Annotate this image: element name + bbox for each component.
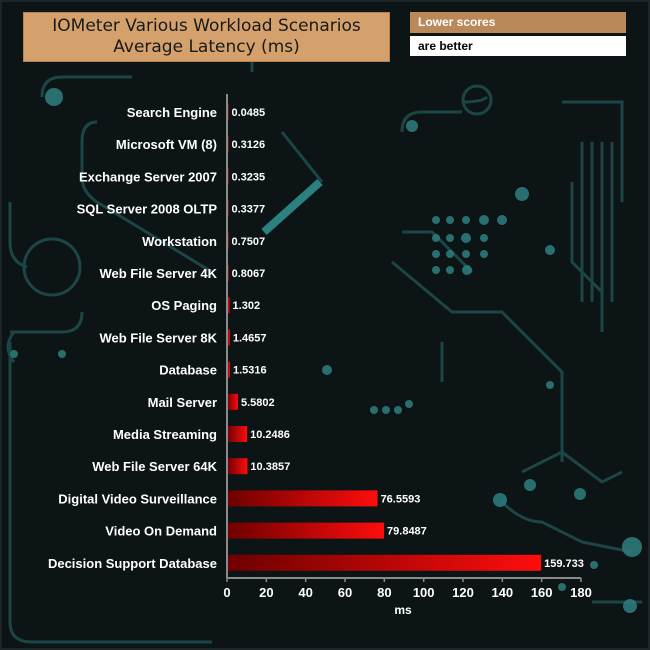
category-label: Video On Demand bbox=[105, 524, 217, 539]
category-label: Web File Server 64K bbox=[92, 459, 217, 474]
data-label: 159.733 bbox=[544, 558, 584, 570]
category-label: Database bbox=[159, 363, 217, 378]
x-tick-label: 100 bbox=[413, 585, 435, 600]
x-tick-label: 60 bbox=[338, 585, 352, 600]
data-label: 0.8067 bbox=[232, 268, 266, 280]
value-labels: 0.0485 0.3126 0.3235 0.3377 0.7507 0.8067 1.30… bbox=[232, 107, 584, 570]
x-tick-label: 80 bbox=[377, 585, 391, 600]
category-label: OS Paging bbox=[151, 298, 217, 313]
bars bbox=[227, 104, 542, 571]
chart-title: IOMeter Various Workload Scenarios Avera… bbox=[23, 12, 390, 62]
x-tick-label: 120 bbox=[452, 585, 474, 600]
category-label: Search Engine bbox=[127, 105, 217, 120]
x-tick-label: 180 bbox=[570, 585, 592, 600]
data-label: 1.4657 bbox=[233, 332, 267, 344]
chart-title-line-1: IOMeter Various Workload Scenarios bbox=[52, 16, 361, 36]
x-tick-label: 40 bbox=[298, 585, 312, 600]
category-label: SQL Server 2008 OLTP bbox=[77, 202, 218, 217]
bar bbox=[227, 522, 385, 539]
category-label: Exchange Server 2007 bbox=[79, 169, 217, 184]
category-label: Decision Support Database bbox=[48, 556, 217, 571]
bar bbox=[227, 458, 248, 475]
data-label: 76.5593 bbox=[381, 493, 421, 505]
x-axis-title: ms bbox=[394, 603, 412, 617]
category-label: Workstation bbox=[142, 234, 217, 249]
x-tick-label: 140 bbox=[491, 585, 513, 600]
chart-title-line-2: Average Latency (ms) bbox=[113, 37, 300, 57]
category-label: Web File Server 8K bbox=[99, 330, 217, 345]
category-label: Mail Server bbox=[148, 395, 217, 410]
x-axis: 0 20 40 60 80 100 120 140 160 180 ms bbox=[223, 94, 592, 617]
data-label: 0.3377 bbox=[232, 204, 266, 216]
data-label: 0.0485 bbox=[232, 107, 266, 119]
data-label: 0.3126 bbox=[232, 139, 266, 151]
are-better-note: are better bbox=[410, 36, 626, 56]
bar bbox=[227, 490, 378, 507]
bar bbox=[227, 426, 248, 442]
data-label: 0.7507 bbox=[232, 236, 266, 248]
bar bbox=[227, 361, 231, 378]
data-label: 79.8487 bbox=[387, 526, 427, 538]
bar bbox=[227, 297, 230, 314]
data-label: 1.302 bbox=[233, 300, 261, 312]
data-label: 1.5316 bbox=[233, 365, 267, 377]
bar bbox=[227, 393, 238, 410]
category-label: Digital Video Surveillance bbox=[58, 491, 217, 506]
bar bbox=[227, 554, 542, 571]
x-tick-label: 0 bbox=[223, 585, 230, 600]
data-label: 0.3235 bbox=[232, 171, 266, 183]
category-label: Media Streaming bbox=[113, 427, 217, 442]
data-label: 5.5802 bbox=[241, 397, 275, 409]
data-label: 10.3857 bbox=[250, 461, 290, 473]
x-tick-label: 20 bbox=[259, 585, 273, 600]
lower-scores-note: Lower scores bbox=[410, 12, 626, 33]
x-tick-label: 160 bbox=[531, 585, 553, 600]
category-labels: Search Engine Microsoft VM (8) Exchange Se… bbox=[48, 105, 218, 571]
data-label: 10.2486 bbox=[250, 429, 290, 441]
category-label: Microsoft VM (8) bbox=[116, 137, 217, 152]
category-label: Web File Server 4K bbox=[99, 266, 217, 281]
bar bbox=[227, 329, 230, 346]
